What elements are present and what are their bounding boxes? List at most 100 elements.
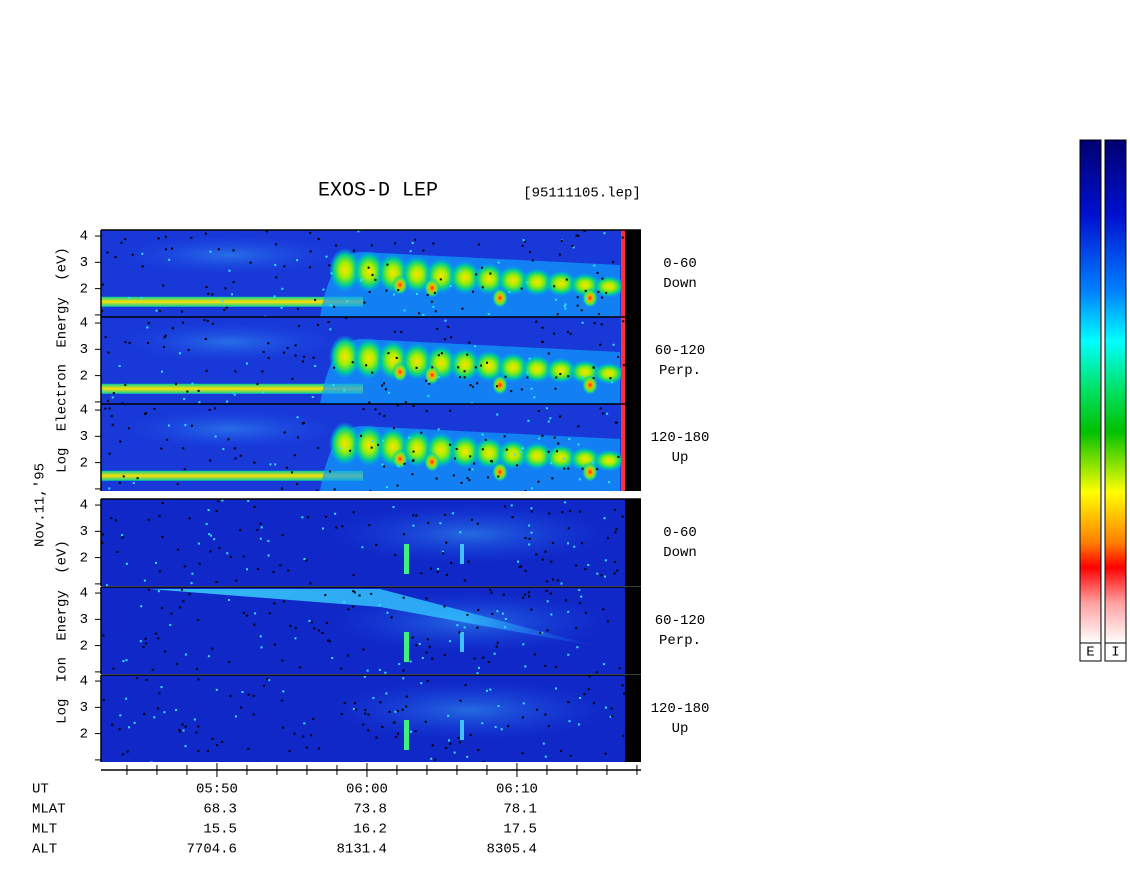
noise	[211, 737, 214, 740]
noise	[168, 258, 171, 261]
noise	[147, 322, 150, 325]
noise	[559, 373, 562, 376]
noise	[205, 369, 208, 372]
noise	[496, 610, 499, 613]
noise	[343, 701, 346, 704]
noise	[358, 594, 361, 597]
noise	[496, 641, 499, 644]
noise	[214, 435, 217, 438]
noise	[617, 455, 620, 458]
panel-angle: 0-60	[663, 525, 697, 541]
noise	[556, 450, 559, 453]
noise	[181, 723, 184, 726]
noise	[523, 593, 526, 596]
noise	[215, 581, 218, 584]
noise	[528, 595, 531, 598]
noise	[611, 261, 614, 264]
blob	[449, 260, 481, 295]
noise	[412, 404, 415, 407]
noise	[563, 304, 566, 307]
noise	[267, 554, 270, 557]
noise	[247, 747, 250, 750]
noise	[352, 590, 355, 593]
noise	[415, 292, 418, 295]
noise	[281, 659, 284, 662]
noise	[213, 538, 216, 541]
noise	[125, 659, 128, 662]
noise	[340, 667, 343, 670]
noise	[256, 761, 259, 762]
noise	[191, 382, 194, 385]
noise	[425, 597, 428, 600]
noise	[520, 287, 523, 290]
noise	[486, 361, 489, 364]
noise	[481, 286, 484, 289]
noise	[153, 407, 156, 410]
noise	[606, 412, 609, 415]
noise	[198, 401, 201, 404]
noise	[476, 626, 479, 629]
noise	[266, 678, 269, 681]
noise	[104, 336, 107, 339]
fill-column	[625, 675, 641, 762]
fill-column	[625, 317, 641, 404]
noise	[544, 550, 547, 553]
noise	[291, 471, 294, 474]
noise	[618, 667, 621, 670]
noise	[471, 290, 474, 293]
noise	[274, 264, 277, 267]
y-tick-label: 4	[80, 403, 88, 419]
noise	[478, 243, 481, 246]
noise	[599, 343, 602, 346]
noise	[504, 375, 507, 378]
noise	[542, 742, 545, 745]
noise	[551, 477, 554, 480]
noise	[215, 744, 218, 747]
noise	[272, 570, 275, 573]
noise	[418, 642, 421, 645]
noise	[383, 414, 386, 417]
noise	[215, 510, 218, 513]
noise	[463, 579, 466, 582]
blob	[392, 362, 408, 382]
noise	[233, 393, 236, 396]
noise	[281, 287, 284, 290]
noise	[119, 714, 122, 717]
noise	[592, 702, 595, 705]
noise	[169, 623, 172, 626]
noise	[504, 617, 507, 620]
noise	[622, 320, 625, 323]
noise	[526, 376, 529, 379]
noise	[436, 567, 439, 570]
noise	[144, 637, 147, 640]
noise	[294, 344, 297, 347]
noise	[207, 292, 210, 295]
noise	[431, 744, 434, 747]
noise	[579, 697, 582, 700]
noise	[549, 592, 552, 595]
noise	[191, 572, 194, 575]
noise	[530, 510, 533, 513]
noise	[305, 559, 308, 562]
noise	[609, 715, 612, 718]
noise	[157, 637, 160, 640]
edge	[621, 404, 625, 491]
noise	[559, 415, 562, 418]
noise	[533, 653, 536, 656]
noise	[550, 560, 553, 563]
noise	[325, 622, 328, 625]
noise	[522, 239, 525, 242]
noise	[487, 476, 490, 479]
noise	[310, 621, 313, 624]
noise	[522, 596, 525, 599]
noise	[544, 755, 547, 758]
stripe	[101, 383, 363, 394]
noise	[424, 720, 427, 723]
noise	[163, 711, 166, 714]
y-tick-label: 2	[80, 726, 88, 742]
blob	[424, 452, 440, 472]
noise	[374, 278, 377, 281]
noise	[560, 240, 563, 243]
noise	[409, 660, 412, 663]
noise	[531, 487, 534, 490]
